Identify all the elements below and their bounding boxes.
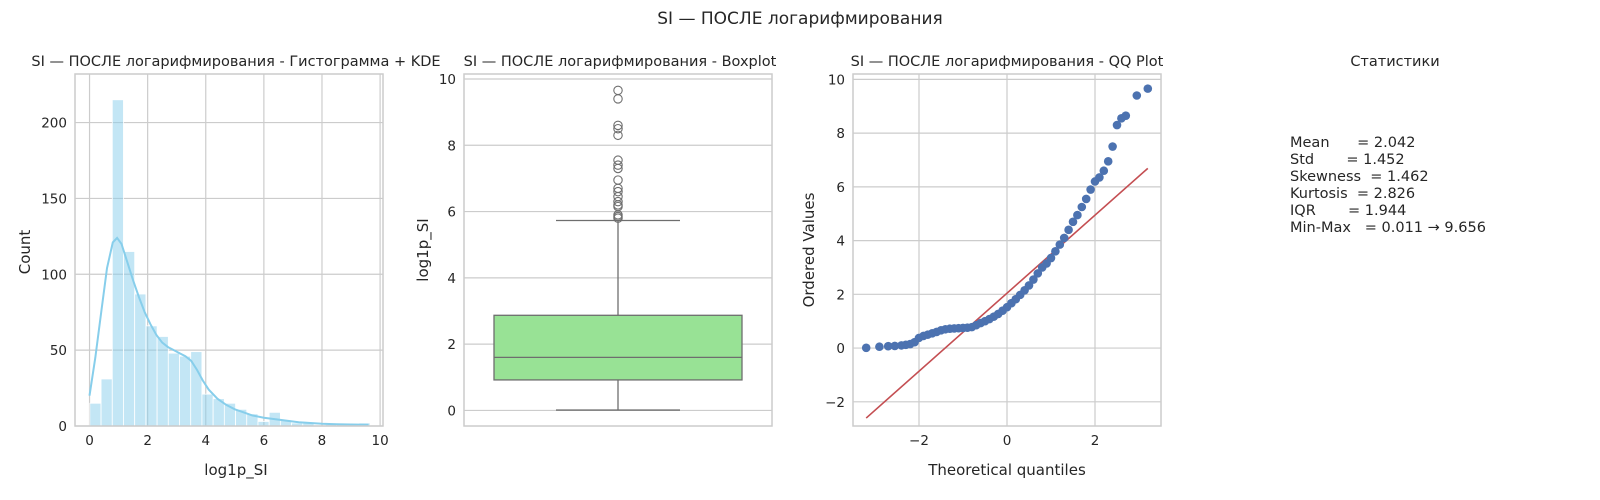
qqplot-ytick-label: 10 (828, 72, 845, 88)
boxplot-outlier (613, 186, 623, 197)
boxplot-box (493, 314, 743, 381)
histogram-xtick-label: 8 (318, 433, 327, 449)
qqplot-xlabel: Theoretical quantiles (927, 461, 1086, 479)
qqplot-axes-frame (852, 73, 1162, 427)
stats-line-skewness: Skewness = 1.462 (1290, 169, 1429, 185)
histogram-bar (179, 355, 192, 427)
qqplot-point (875, 342, 884, 352)
stats-line-std: Std = 1.452 (1290, 152, 1405, 168)
stats-title: Статистики (1350, 54, 1439, 70)
qqplot-title: SI — ПОСЛЕ логарифмирования - QQ Plot (851, 54, 1164, 70)
qqplot-point (1103, 157, 1113, 166)
boxplot-ylabel: log1p_SI (414, 218, 433, 281)
histogram-bar (145, 325, 158, 427)
qqplot-point (883, 341, 893, 351)
stats-line-kurtosis: Kurtosis = 2.826 (1290, 186, 1415, 202)
qqplot-point (1046, 253, 1056, 263)
histogram-ytick-label: 50 (50, 343, 67, 359)
stats-line-iqr: IQR = 1.944 (1290, 203, 1406, 219)
histogram-bar (156, 336, 169, 427)
qqplot-ytick-label: 2 (836, 287, 845, 303)
qqplot-point (1068, 217, 1078, 227)
boxplot-ytick-label: 4 (447, 271, 456, 287)
qqplot-point (1077, 202, 1087, 212)
qqplot-point (1081, 194, 1091, 204)
histogram-ytick-label: 150 (41, 191, 67, 207)
qqplot-point (1033, 269, 1043, 278)
boxplot-ytick-label: 8 (447, 138, 456, 154)
stats-line-minmax: Min-Max = 0.011 → 9.656 (1290, 220, 1486, 236)
qqplot-ytick-label: 6 (836, 180, 845, 196)
qqplot-point (1073, 210, 1082, 220)
histogram-xtick-label: 2 (143, 433, 152, 449)
boxplot-ytick-label: 2 (447, 337, 456, 353)
histogram-xtick-label: 6 (260, 433, 269, 449)
qqplot-point (1121, 111, 1131, 120)
histogram-title: SI — ПОСЛЕ логарифмирования - Гистограмм… (31, 54, 440, 70)
histogram-bar (100, 378, 113, 427)
histogram-bar (111, 99, 124, 427)
qqplot-xtick-label: 2 (1091, 433, 1100, 449)
boxplot-outlier (613, 123, 623, 134)
qqplot-point (1059, 233, 1069, 243)
boxplot-outlier (613, 130, 623, 141)
histogram-ytick-label: 100 (41, 267, 67, 283)
histogram-bar (201, 393, 214, 427)
histogram-ytick-label: 200 (41, 116, 67, 132)
qqplot-point (1055, 240, 1065, 249)
boxplot-ytick-label: 10 (439, 72, 456, 88)
histogram-xtick-label: 0 (85, 433, 94, 449)
qqplot-point (1051, 247, 1060, 256)
qqplot-point (1143, 84, 1153, 93)
boxplot-panel: SI — ПОСЛЕ логарифмирования - Boxplot lo… (414, 54, 777, 427)
qqplot-xtick-label: −2 (909, 433, 929, 449)
histogram-xlabel: log1p_SI (204, 461, 267, 480)
boxplot-outlier (613, 155, 623, 165)
qqplot-ytick-label: 0 (836, 341, 845, 357)
histogram-xtick-label: 4 (201, 433, 210, 449)
qqplot-point (1024, 281, 1034, 290)
qqplot-point (1029, 275, 1038, 284)
boxplot-outlier (613, 175, 623, 185)
qqplot-point (1132, 91, 1142, 100)
boxplot-ytick-label: 0 (447, 403, 456, 419)
boxplot-outlier (613, 85, 623, 96)
stats-line-mean: Mean = 2.042 (1290, 135, 1415, 151)
qqplot-ytick-label: −2 (825, 395, 845, 411)
histogram-axes-frame (74, 73, 384, 427)
stats-panel: Статистики Mean = 2.042 Std = 1.452 Skew… (1290, 54, 1486, 236)
histogram-ytick-label: 0 (58, 419, 67, 435)
histogram-bar (167, 352, 180, 427)
qqplot-point (1099, 166, 1109, 176)
qqplot-ytick-label: 8 (836, 126, 845, 142)
qqplot-xtick-label: 0 (1003, 433, 1012, 449)
qqplot-ytick-label: 4 (836, 234, 845, 250)
histogram-bar (134, 293, 147, 427)
qqplot-point (1086, 185, 1095, 194)
qqplot-panel: SI — ПОСЛЕ логарифмирования - QQ Plot Th… (800, 54, 1164, 479)
qqplot-fit-line (865, 167, 1149, 419)
figure-suptitle: SI — ПОСЛЕ логарифмирования (657, 9, 942, 29)
qqplot-point (890, 341, 900, 351)
histogram-bar (89, 402, 102, 427)
boxplot-ytick-label: 6 (447, 205, 456, 221)
boxplot-axes-frame (463, 73, 773, 427)
qqplot-ylabel: Ordered Values (800, 192, 818, 307)
histogram-xtick-label: 10 (372, 433, 389, 449)
histogram-panel: SI — ПОСЛЕ логарифмирования - Гистограмм… (16, 54, 441, 480)
boxplot-outlier (613, 160, 623, 170)
qqplot-point (1064, 225, 1073, 235)
qqplot-point (1112, 120, 1122, 130)
boxplot-outlier (613, 196, 623, 207)
histogram-ylabel: Count (16, 230, 34, 275)
boxplot-title: SI — ПОСЛЕ логарифмирования - Boxplot (464, 54, 777, 70)
qqplot-point (1095, 173, 1104, 182)
boxplot-outlier (613, 120, 623, 131)
qqplot-point (1108, 142, 1117, 151)
kde-line (88, 236, 369, 426)
qqplot-point (861, 343, 871, 353)
